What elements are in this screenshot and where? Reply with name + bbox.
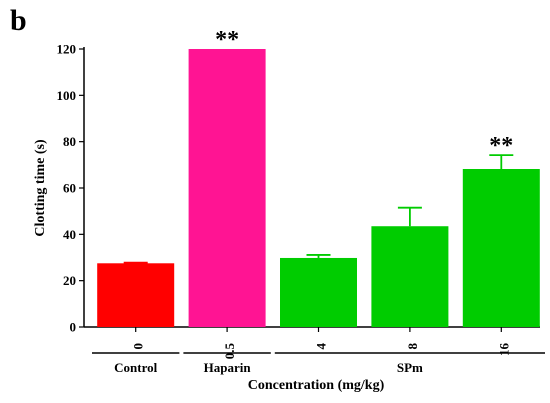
y-tick-label: 40 (63, 227, 76, 242)
y-tick-label: 120 (57, 42, 77, 57)
x-tick-label-4: 4 (313, 343, 328, 350)
x-tick-label-8: 8 (405, 343, 420, 350)
bar-8 (371, 226, 449, 327)
bar-0.5 (188, 49, 266, 327)
y-tick-label: 20 (63, 273, 76, 288)
plot-area: 0 20 40 60 80 100 120 0 ** 0.5 4 8 ** 16 Control Hapari… (57, 27, 545, 375)
bar-0 (97, 263, 175, 327)
y-tick-label: 0 (70, 320, 77, 335)
group-label-spm: SPm (397, 360, 423, 375)
y-axis-title: Clotting time (s) (33, 139, 48, 237)
y-tick-label: 100 (57, 88, 77, 103)
bar-16 (462, 169, 540, 327)
significance-label-16: ** (489, 133, 513, 159)
x-tick-label-0: 0 (131, 343, 146, 350)
bar-4 (280, 257, 357, 327)
group-label-control: Control (114, 360, 157, 375)
x-tick-label-0.5: 0.5 (222, 343, 237, 360)
significance-label-0.5: ** (215, 27, 239, 53)
panel-label: b (10, 4, 27, 37)
y-tick-label: 80 (63, 134, 76, 149)
x-tick-label-16: 16 (496, 343, 511, 357)
y-tick-label: 60 (63, 181, 76, 196)
group-label-haparin: Haparin (204, 360, 252, 375)
x-axis-title: Concentration (mg/kg) (248, 378, 385, 393)
